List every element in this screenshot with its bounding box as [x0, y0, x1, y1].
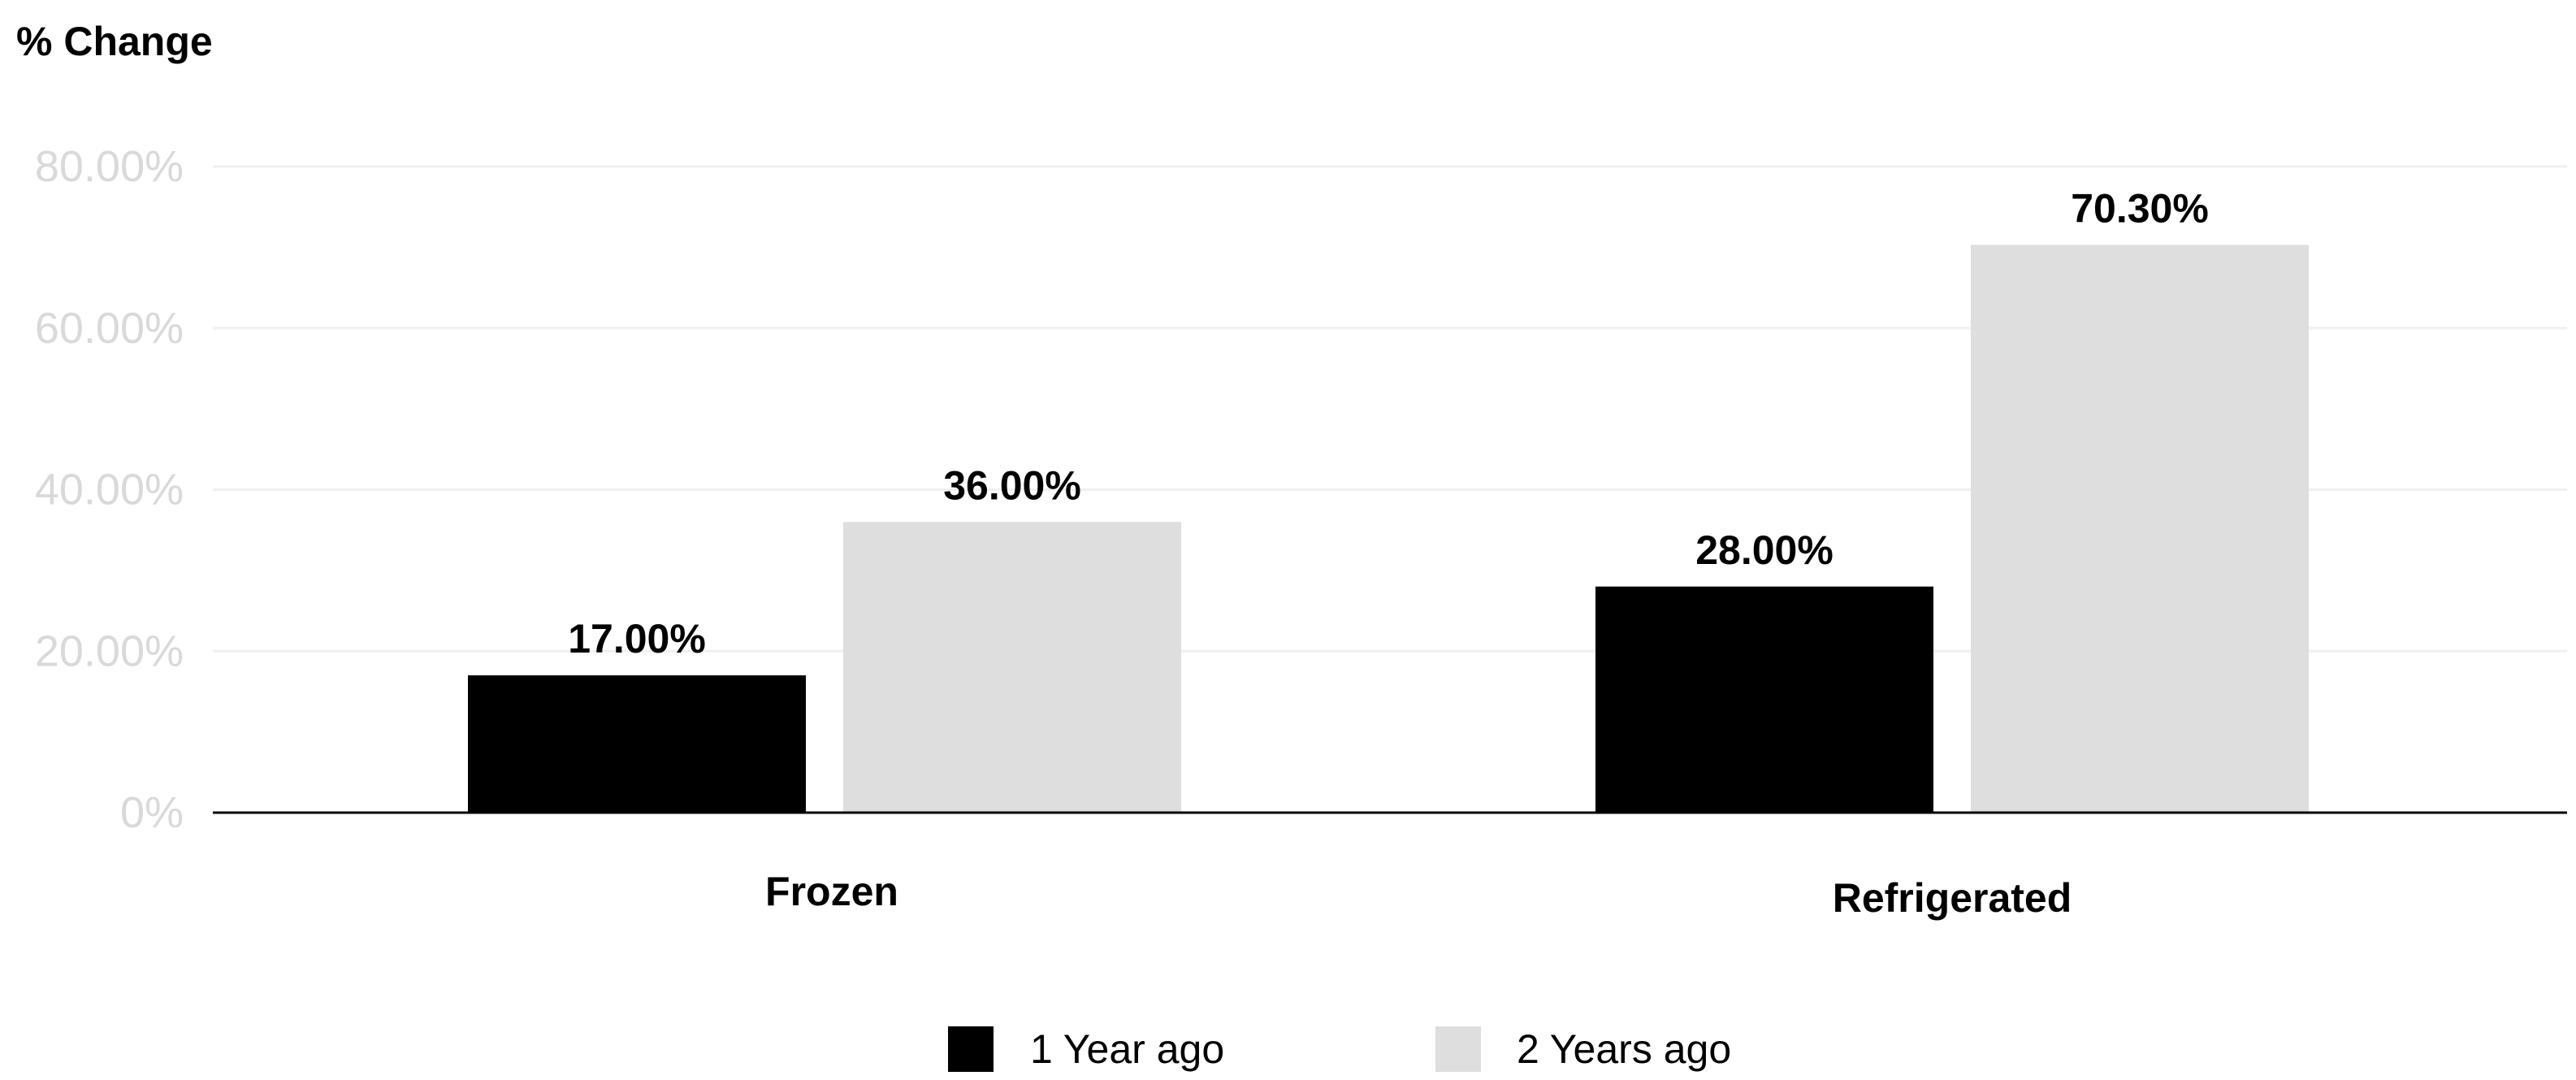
y-tick-label: 60.00% — [35, 304, 184, 353]
x-category-label: Refrigerated — [1833, 875, 2072, 921]
legend-label: 1 Year ago — [1030, 1026, 1224, 1072]
y-axis-ticks: 0% 20.00% 40.00% 60.00% 80.00% — [35, 142, 184, 837]
y-tick-label: 20.00% — [35, 627, 184, 675]
legend: 1 Year ago 2 Years ago — [948, 1026, 1731, 1072]
data-labels: 17.00% 36.00% 28.00% 70.30% — [568, 185, 2209, 661]
data-label: 70.30% — [2071, 185, 2209, 231]
y-tick-label: 40.00% — [35, 466, 184, 514]
bar-frozen-series-2 — [843, 522, 1181, 813]
chart-title: % Change — [16, 19, 213, 64]
data-label: 17.00% — [568, 616, 706, 661]
y-tick-label: 0% — [120, 788, 184, 837]
x-axis-categories: Frozen Refrigerated — [765, 869, 2072, 921]
data-label: 36.00% — [943, 462, 1081, 508]
legend-swatch — [1435, 1026, 1481, 1072]
legend-label: 2 Years ago — [1517, 1026, 1731, 1072]
bars — [468, 245, 2309, 813]
y-tick-label: 80.00% — [35, 142, 184, 191]
x-category-label: Frozen — [765, 869, 898, 914]
data-label: 28.00% — [1695, 527, 1834, 573]
legend-swatch — [948, 1026, 994, 1072]
bar-refrigerated-series-2 — [1971, 245, 2309, 813]
bar-frozen-series-1 — [468, 675, 806, 813]
bar-refrigerated-series-1 — [1595, 586, 1933, 813]
